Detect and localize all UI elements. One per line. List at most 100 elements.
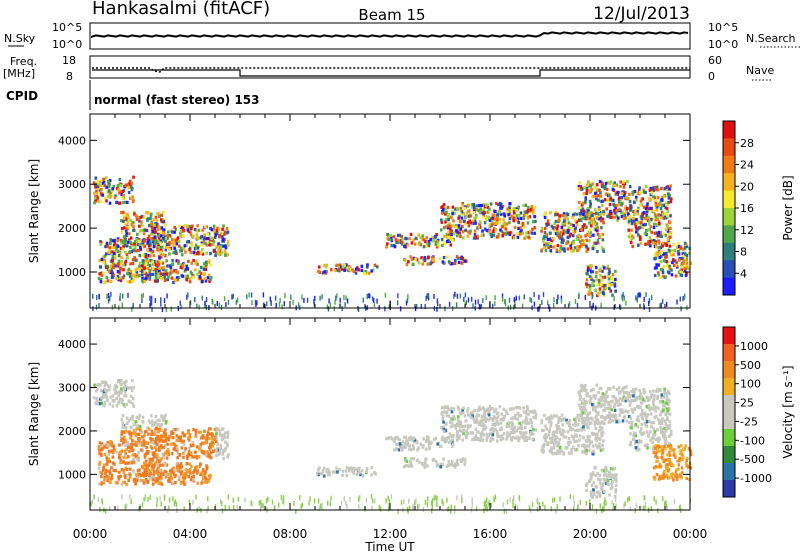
range-cell bbox=[196, 469, 200, 473]
range-cell bbox=[409, 232, 413, 236]
ground-cell bbox=[119, 293, 121, 298]
range-cell bbox=[636, 210, 639, 214]
range-cell bbox=[166, 447, 170, 452]
range-cell bbox=[540, 419, 544, 423]
range-cell bbox=[126, 272, 129, 276]
range-cell bbox=[393, 448, 396, 452]
range-cell bbox=[663, 387, 666, 391]
range-cell bbox=[613, 466, 617, 470]
ground-cell bbox=[344, 302, 346, 308]
ground-cell bbox=[433, 294, 435, 299]
range-cell bbox=[569, 426, 572, 430]
range-cell bbox=[585, 272, 588, 276]
range-cell bbox=[136, 475, 139, 479]
range-cell bbox=[574, 246, 577, 250]
range-cell bbox=[526, 405, 529, 409]
range-cell bbox=[502, 432, 506, 436]
range-cell bbox=[444, 440, 447, 444]
range-cell bbox=[609, 209, 612, 213]
range-cell bbox=[100, 453, 103, 457]
range-cell bbox=[664, 422, 668, 426]
range-cell bbox=[120, 483, 124, 487]
range-cell bbox=[514, 416, 517, 420]
range-cell bbox=[500, 412, 503, 416]
range-cell bbox=[215, 426, 218, 430]
range-cell bbox=[162, 237, 165, 241]
range-cell bbox=[542, 444, 545, 448]
ground-cell bbox=[107, 293, 110, 298]
range-cell bbox=[630, 423, 633, 427]
range-cell bbox=[131, 187, 134, 191]
range-cell bbox=[684, 259, 688, 263]
range-cell bbox=[594, 485, 597, 489]
range-cell bbox=[185, 264, 188, 268]
range-cell bbox=[338, 468, 341, 472]
range-cell bbox=[613, 215, 616, 219]
range-cell bbox=[520, 229, 523, 233]
range-cell bbox=[462, 236, 465, 240]
range-cell bbox=[447, 407, 450, 412]
range-cell bbox=[163, 451, 167, 455]
range-cell bbox=[560, 239, 564, 243]
range-cell bbox=[206, 237, 209, 241]
range-cell bbox=[611, 293, 614, 297]
range-cell bbox=[221, 449, 225, 453]
range-cell bbox=[657, 188, 660, 192]
range-cell bbox=[103, 452, 107, 457]
range-cell bbox=[104, 392, 108, 396]
range-cell bbox=[149, 243, 152, 247]
range-cell bbox=[468, 219, 471, 223]
range-cell bbox=[452, 219, 455, 223]
range-cell bbox=[601, 482, 604, 486]
range-cell bbox=[135, 271, 139, 275]
range-cell bbox=[175, 448, 179, 452]
range-cell bbox=[127, 478, 130, 482]
range-cell bbox=[109, 480, 112, 484]
range-cell bbox=[665, 187, 669, 191]
range-cell bbox=[544, 248, 548, 252]
ground-cell bbox=[198, 304, 200, 310]
range-cell bbox=[639, 199, 643, 203]
range-cell bbox=[181, 226, 185, 230]
range-cell bbox=[557, 420, 560, 424]
range-cell bbox=[146, 463, 150, 467]
range-cell bbox=[630, 389, 634, 394]
range-cell bbox=[502, 407, 506, 411]
range-cell bbox=[582, 242, 585, 246]
range-cell bbox=[459, 227, 463, 231]
range-cell bbox=[477, 408, 481, 412]
ground-cell bbox=[343, 295, 345, 300]
range-cell bbox=[166, 442, 169, 446]
range-cell bbox=[495, 430, 499, 434]
range-cell bbox=[187, 438, 191, 442]
range-cell bbox=[547, 433, 551, 437]
range-cell bbox=[318, 270, 322, 274]
range-cell bbox=[111, 254, 115, 258]
range-cell bbox=[208, 241, 211, 245]
range-cell bbox=[450, 435, 454, 439]
range-cell bbox=[591, 213, 594, 217]
ground-cell bbox=[98, 302, 100, 308]
range-cell bbox=[604, 465, 608, 469]
ground-cell bbox=[205, 304, 208, 310]
range-cell bbox=[202, 267, 206, 271]
range-cell bbox=[628, 214, 632, 219]
range-cell bbox=[216, 442, 219, 446]
range-cell bbox=[462, 432, 465, 436]
range-cell bbox=[317, 269, 320, 273]
range-cell bbox=[614, 417, 617, 421]
ground-cell bbox=[454, 291, 456, 297]
range-cell bbox=[510, 416, 513, 421]
range-cell bbox=[516, 435, 519, 439]
range-cell bbox=[661, 267, 664, 272]
range-cell bbox=[607, 401, 611, 405]
range-cell bbox=[445, 422, 448, 426]
range-cell bbox=[683, 266, 686, 270]
range-cell bbox=[435, 233, 438, 237]
range-cell bbox=[323, 466, 326, 470]
range-cell bbox=[123, 381, 126, 385]
range-cell bbox=[568, 241, 571, 245]
range-cell bbox=[603, 415, 606, 419]
range-cell bbox=[639, 241, 643, 245]
range-cell bbox=[394, 447, 398, 451]
